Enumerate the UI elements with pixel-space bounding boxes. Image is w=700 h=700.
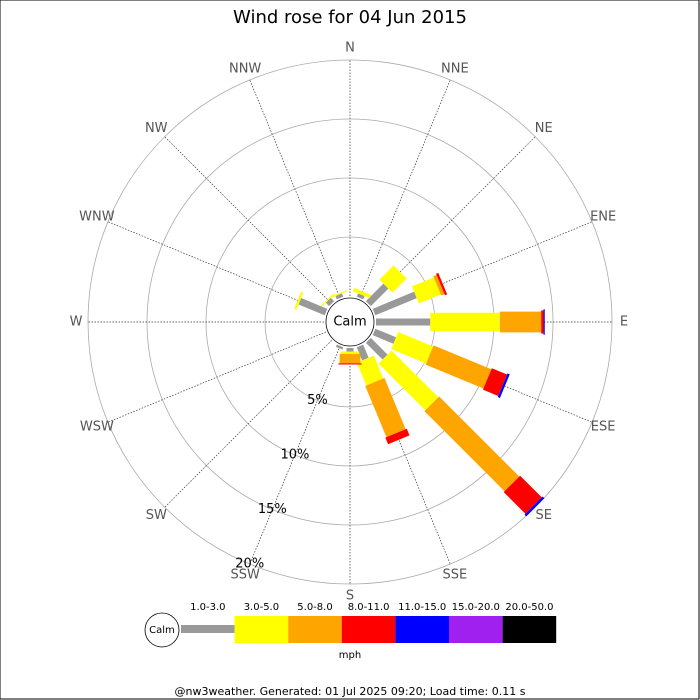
direction-label: E	[620, 315, 628, 330]
legend-label: 5.0-8.0	[297, 602, 332, 613]
chart-title: Wind rose for 04 Jun 2015	[233, 7, 467, 28]
ring-label: 15%	[258, 502, 287, 517]
grid-ring	[87, 59, 613, 585]
bar-segment	[298, 297, 328, 316]
bar-segment	[356, 355, 384, 386]
bar-segment	[340, 351, 360, 354]
legend-swatch	[449, 616, 503, 643]
bar-segment	[436, 272, 448, 296]
legend-calm-circle	[144, 612, 180, 648]
bar-segment	[339, 353, 361, 364]
legend-swatch	[288, 616, 342, 643]
legend-calm-label: Calm	[149, 625, 175, 636]
bar-segment	[294, 291, 304, 310]
bar-segment	[335, 344, 344, 350]
bar-segment	[430, 312, 500, 332]
legend-label: 11.0-15.0	[398, 602, 446, 613]
bar-segment	[503, 475, 542, 514]
direction-label: SSE	[442, 568, 467, 583]
bar-segment	[497, 373, 510, 398]
legend-swatch	[181, 625, 235, 633]
direction-label: S	[346, 589, 354, 604]
legend-label: 3.0-5.0	[244, 602, 279, 613]
direction-label: SE	[536, 508, 552, 523]
bar-segment	[365, 283, 389, 307]
bar-segment	[346, 348, 354, 352]
spoke	[249, 79, 341, 299]
direction-label: NNW	[229, 61, 261, 76]
bar-segment	[372, 291, 417, 316]
spoke	[107, 331, 327, 423]
bar-segment	[356, 344, 369, 361]
spoke	[164, 136, 332, 304]
direction-label: NW	[145, 121, 168, 136]
calm-label: Calm	[333, 315, 366, 330]
legend-swatch	[341, 616, 396, 643]
bar-segment	[424, 396, 520, 492]
bar-segment	[365, 337, 388, 360]
bar-segment	[352, 287, 372, 299]
legend-swatch	[234, 616, 289, 643]
direction-label: WNW	[79, 210, 115, 225]
bar-segment	[365, 378, 406, 438]
bar-segment	[541, 310, 544, 334]
bar-segment	[335, 293, 344, 300]
direction-label: SW	[146, 508, 167, 523]
ring-label: 10%	[280, 448, 309, 463]
legend-unit: mph	[339, 650, 361, 661]
ring-label: 20%	[235, 557, 264, 572]
direction-label: N	[345, 41, 355, 56]
bar-segment	[329, 290, 348, 299]
direction-label: WSW	[80, 419, 114, 434]
legend-label: 8.0-11.0	[348, 602, 390, 613]
bar-segment	[499, 311, 542, 333]
legend-label: 1.0-3.0	[190, 602, 225, 613]
direction-label: SSW	[230, 568, 260, 583]
footer: @nw3weather. Generated: 01 Jul 2025 09:2…	[175, 685, 526, 698]
bar-segment	[391, 332, 434, 364]
bar-segment	[338, 363, 362, 365]
bar-segment	[482, 368, 508, 396]
bar-segment	[356, 293, 365, 300]
legend-swatch	[502, 616, 557, 643]
legend-swatch	[395, 616, 449, 643]
ring-label: 5%	[307, 393, 328, 408]
direction-label: NNE	[441, 61, 469, 76]
bar-segment	[320, 292, 335, 307]
direction-label: NE	[535, 121, 553, 136]
bar-segment	[524, 496, 545, 517]
calm-circle	[325, 297, 375, 347]
bar-segment	[372, 328, 397, 344]
bar-segment	[433, 274, 445, 296]
legend-label: 20.0-50.0	[505, 602, 553, 613]
bar-segment	[379, 265, 407, 293]
bar-segment	[543, 309, 545, 335]
spoke	[107, 221, 327, 313]
direction-label: W	[70, 315, 83, 330]
bar-segment	[376, 318, 431, 326]
bar-segment	[378, 350, 439, 411]
spoke	[249, 345, 341, 565]
spoke	[164, 340, 332, 508]
direction-label: ENE	[590, 210, 616, 225]
bar-segment	[385, 428, 410, 445]
direction-label: ESE	[591, 419, 616, 434]
spoke	[359, 79, 451, 299]
legend-label: 15.0-20.0	[452, 602, 500, 613]
bar-segment	[325, 297, 335, 307]
bar-segment	[425, 345, 492, 389]
bar-segment	[411, 277, 441, 304]
